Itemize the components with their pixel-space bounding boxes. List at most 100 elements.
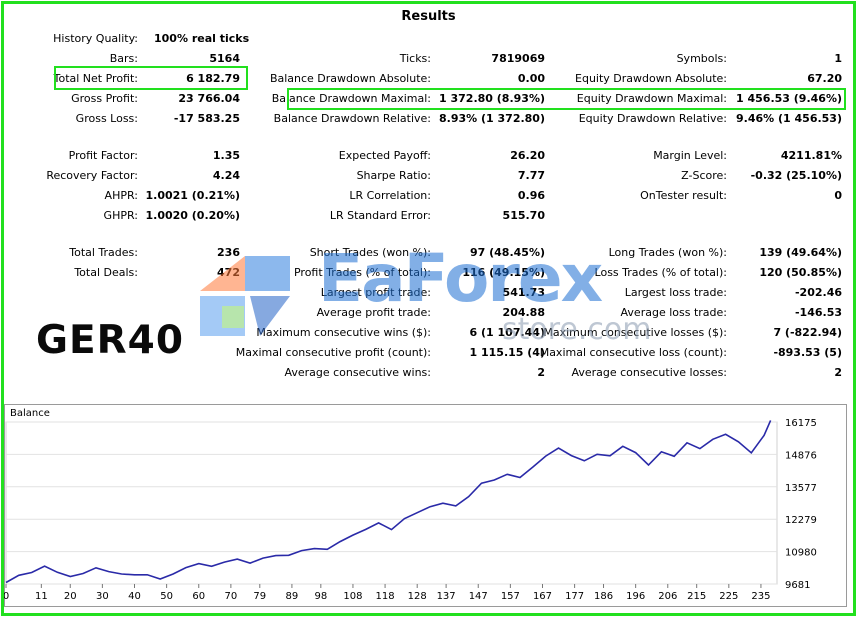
- stat-value: 236: [217, 246, 240, 259]
- stat-label: Average profit trade:: [316, 306, 431, 319]
- x-tick-label: 108: [343, 591, 362, 602]
- stat-value: 204.88: [502, 306, 545, 319]
- stat-value: 2: [834, 366, 842, 379]
- stat-value: 9.46% (1 456.53): [736, 112, 842, 125]
- x-tick-label: 20: [64, 591, 77, 602]
- net-profit-highlight: [54, 66, 248, 90]
- stat-label: Short Trades (won %):: [309, 246, 431, 259]
- chart-border: [4, 404, 847, 607]
- history-quality-value: 100% real ticks: [154, 32, 250, 45]
- stat-label: Loss Trades (% of total):: [594, 266, 727, 279]
- x-tick-label: 128: [408, 591, 427, 602]
- stat-label: Average consecutive losses:: [571, 366, 727, 379]
- x-tick-label: 98: [314, 591, 327, 602]
- x-tick-label: 147: [469, 591, 488, 602]
- stat-label: Bars:: [109, 52, 138, 65]
- stat-value: 4.24: [212, 169, 240, 182]
- y-tick-label: 10980: [785, 548, 817, 559]
- stat-value: 8.93% (1 372.80): [439, 112, 545, 125]
- stat-label: Margin Level:: [653, 149, 727, 162]
- watermark-logo-icon: [200, 256, 290, 336]
- stat-label: Symbols:: [676, 52, 727, 65]
- stat-label: Z-Score:: [681, 169, 727, 182]
- x-tick-label: 50: [160, 591, 173, 602]
- watermark-brand: EaForex: [318, 240, 603, 317]
- y-tick-label: 14876: [785, 450, 817, 461]
- y-tick-label: 16175: [785, 418, 817, 429]
- stat-value: 7 (-822.94): [773, 326, 842, 339]
- x-tick-label: 137: [437, 591, 456, 602]
- stat-value: 0: [834, 189, 842, 202]
- stat-value: 23 766.04: [178, 92, 240, 105]
- stat-value: 6 182.79: [186, 72, 240, 85]
- stat-value: -146.53: [794, 306, 842, 319]
- y-tick-label: 9681: [785, 580, 810, 591]
- x-tick-label: 30: [96, 591, 109, 602]
- stat-label: Average loss trade:: [620, 306, 727, 319]
- y-tick-label: 13577: [785, 483, 817, 494]
- stat-label: Maximal consecutive loss (count):: [539, 346, 727, 359]
- balance-chart-svg: 9681 10980 12279 13577 14876 16175 0 11 20 30 40 50…: [3, 404, 847, 607]
- stat-label: GHPR:: [103, 209, 138, 222]
- results-title: Results: [401, 9, 456, 24]
- stat-value: 1.35: [212, 149, 240, 162]
- x-tick-label: 40: [128, 591, 141, 602]
- stat-label: Expected Payoff:: [338, 149, 431, 162]
- x-tick-label: 167: [533, 591, 552, 602]
- drawdown-maximal-highlight: [287, 88, 846, 110]
- stat-label: AHPR:: [104, 189, 138, 202]
- stat-label: Total Deals:: [74, 266, 138, 279]
- stat-value: 541.73: [502, 286, 545, 299]
- stat-label: Profit Factor:: [68, 149, 138, 162]
- stat-label: Ticks:: [399, 52, 431, 65]
- stat-label: Maximum consecutive losses ($):: [543, 326, 727, 339]
- symbol-overlay-label: GER40: [36, 318, 184, 363]
- stat-label: Gross Loss:: [75, 112, 138, 125]
- stat-value: 5164: [209, 52, 240, 65]
- x-tick-label: 70: [225, 591, 238, 602]
- stat-value: -202.46: [794, 286, 842, 299]
- stat-value: 7.77: [517, 169, 545, 182]
- stat-label: Sharpe Ratio:: [356, 169, 431, 182]
- stat-label: Balance Drawdown Maximal:: [271, 92, 431, 105]
- x-tick-label: 157: [501, 591, 520, 602]
- y-tick-label: 12279: [785, 515, 817, 526]
- stat-label: Equity Drawdown Maximal:: [576, 92, 727, 105]
- watermark-sub: store.com: [502, 312, 652, 347]
- stat-label: LR Standard Error:: [329, 209, 431, 222]
- stat-label: OnTester result:: [640, 189, 727, 202]
- stat-value: 515.70: [502, 209, 545, 222]
- stat-label: Total Net Profit:: [53, 72, 138, 85]
- stat-value: -893.53 (5): [773, 346, 842, 359]
- balance-line: [5, 420, 772, 584]
- chart-title: Balance: [10, 408, 50, 419]
- stat-label: Balance Drawdown Absolute:: [269, 72, 431, 85]
- x-tick-label: 60: [192, 591, 205, 602]
- stat-label: Average consecutive wins:: [284, 366, 431, 379]
- x-tick-label: 235: [751, 591, 770, 602]
- stat-value: 67.20: [807, 72, 842, 85]
- x-tick-label: 186: [594, 591, 613, 602]
- stat-value: 1: [834, 52, 842, 65]
- stat-value: 0.96: [517, 189, 545, 202]
- stat-label: LR Correlation:: [349, 189, 431, 202]
- stat-value: 1.0021 (0.21%): [145, 189, 241, 202]
- stat-value: 120 (50.85%): [759, 266, 842, 279]
- history-quality-label: History Quality:: [53, 32, 138, 45]
- stat-label: Largest loss trade:: [624, 286, 727, 299]
- x-tick-label: 225: [719, 591, 738, 602]
- x-tick-label: 11: [35, 591, 48, 602]
- stat-value: 116 (49.15%): [462, 266, 545, 279]
- stat-value: 1 456.53 (9.46%): [736, 92, 842, 105]
- x-tick-label: 215: [687, 591, 706, 602]
- stat-label: Total Trades:: [69, 246, 138, 259]
- stat-value: 26.20: [510, 149, 545, 162]
- stat-value: -0.32 (25.10%): [750, 169, 842, 182]
- stat-value: 2: [537, 366, 545, 379]
- watermark: EaForex store.com: [190, 236, 660, 356]
- stat-label: Equity Drawdown Absolute:: [575, 72, 727, 85]
- stat-value: -17 583.25: [173, 112, 240, 125]
- x-tick-label: 177: [565, 591, 584, 602]
- stat-label: Maximum consecutive wins ($):: [256, 326, 431, 339]
